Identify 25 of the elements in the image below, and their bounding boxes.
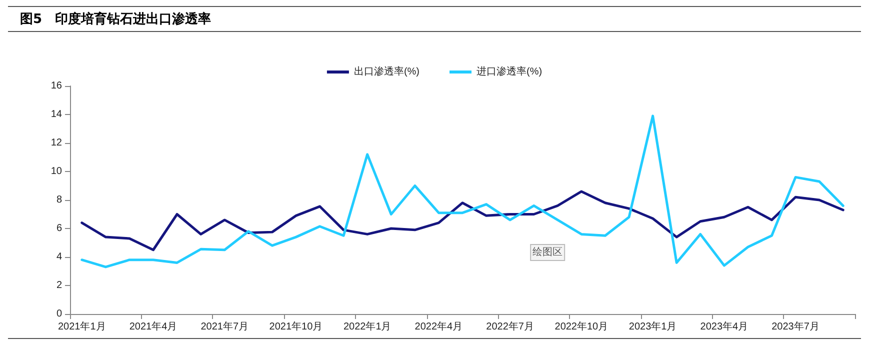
legend-label: 出口渗透率(%) [354, 66, 420, 78]
y-tick-label: 16 [50, 80, 62, 92]
x-tick-label: 2021年7月 [200, 320, 249, 332]
y-tick-label: 14 [50, 109, 62, 120]
y-tick-label: 2 [56, 280, 62, 291]
y-tick-label: 8 [56, 194, 62, 206]
y-tick-label: 0 [56, 308, 62, 320]
annotation: 绘图区 [532, 246, 563, 258]
line-series [80, 114, 844, 268]
x-tick-label: 2023年1月 [628, 320, 677, 332]
x-tick-label: 2023年7月 [772, 320, 820, 332]
y-tick-label: 6 [56, 223, 62, 234]
x-tick-label: 2022年10月 [554, 320, 608, 332]
x-tick-label: 2022年4月 [414, 320, 463, 332]
y-tick-label: 10 [50, 166, 62, 177]
y-tick-label: 12 [50, 138, 62, 148]
x-tick-label: 2022年7月 [486, 320, 534, 332]
x-tick-label: 2023年4月 [700, 320, 748, 332]
x-tick-label: 2022年1月 [343, 320, 392, 332]
x-tick-label: 2021年1月 [58, 320, 106, 332]
legend-label: 进口渗透率(%) [476, 66, 542, 78]
y-tick-label: 4 [56, 252, 62, 262]
chart-title: 图5 印度培育钻石进出口渗透率 [8, 6, 861, 32]
x-tick-label: 2021年10月 [269, 320, 323, 332]
x-tick-label: 2021年4月 [129, 320, 178, 332]
